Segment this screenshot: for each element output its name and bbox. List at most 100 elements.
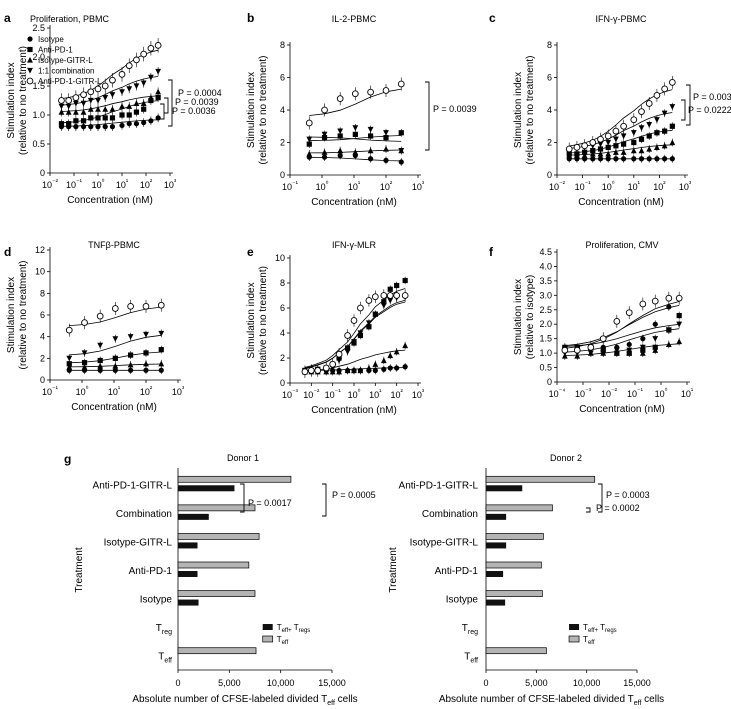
data-point (155, 88, 162, 95)
legend-swatch (262, 624, 273, 630)
data-point (143, 331, 149, 338)
fit-line-3 (564, 328, 680, 353)
data-point (81, 350, 88, 357)
data-point (88, 115, 94, 121)
data-point (351, 367, 357, 374)
data-point (654, 156, 660, 162)
data-point (372, 361, 379, 367)
panel-title: Proliferation, PBMC (30, 14, 110, 24)
data-point (626, 347, 633, 354)
legend-label: Anti-PD-1-GITR-L (38, 77, 102, 86)
data-point (357, 330, 364, 337)
data-point (127, 334, 134, 340)
panel-title: Donor 2 (550, 453, 582, 463)
x-tick-label: 0 (483, 678, 488, 688)
x-tick-label: 10⁻¹ (282, 181, 299, 192)
data-point (158, 347, 164, 353)
data-point (109, 106, 116, 112)
y-tick-label: 12 (35, 245, 45, 255)
data-point (95, 124, 101, 130)
p-value-annotation: P = 0.0032 (693, 92, 731, 102)
data-point (638, 125, 645, 131)
data-point (65, 326, 73, 334)
bar-teff-tregs (486, 485, 523, 492)
data-point (97, 362, 104, 369)
category-label: Treg (156, 623, 172, 636)
data-point (158, 367, 164, 373)
data-point (380, 357, 387, 364)
data-point (387, 365, 393, 371)
data-point (383, 145, 389, 152)
data-point (97, 367, 103, 373)
bar-teff-tregs (486, 513, 507, 520)
data-point (654, 117, 660, 123)
data-point (158, 330, 165, 337)
y-tick-label: 4 (40, 332, 45, 342)
data-point (73, 109, 79, 115)
data-point (305, 119, 313, 127)
data-point (126, 121, 132, 127)
x-tick-label: 10⁰ (602, 180, 615, 192)
data-point (306, 136, 313, 143)
bar-teff-tregs (178, 599, 199, 606)
significance-bracket (322, 483, 327, 517)
bar-teff (485, 533, 544, 540)
bar-teff-tregs (486, 542, 507, 549)
category-label: Teff (464, 652, 478, 665)
data-point (102, 106, 109, 112)
data-point (653, 92, 661, 99)
data-point (352, 149, 359, 155)
data-point (155, 115, 161, 121)
category-label: Anti-PD-1-GITR-L (93, 480, 173, 491)
data-point (662, 128, 668, 134)
y-tick-label: 1.0 (539, 348, 552, 358)
data-point (397, 80, 405, 88)
y-tick-label: 6 (547, 73, 552, 83)
bar-teff (485, 504, 553, 512)
data-point (638, 147, 645, 154)
legend-label: Anti-PD-1 (38, 46, 73, 55)
data-point (147, 94, 154, 101)
legend-label: 1:1 combination (38, 67, 94, 76)
fit-line-0 (564, 305, 680, 347)
panel-label: b (247, 11, 254, 25)
legend-label: Teff (583, 635, 595, 646)
bar-teff (485, 561, 542, 569)
data-point (640, 336, 646, 342)
data-point (329, 360, 337, 368)
data-point (367, 147, 374, 154)
data-point (133, 109, 140, 115)
x-tick-label: 10¹ (681, 388, 694, 399)
data-point (621, 141, 627, 147)
data-point (95, 106, 101, 112)
legend-marker (27, 36, 33, 42)
data-point (638, 108, 645, 115)
x-tick-label: 10² (380, 181, 393, 192)
data-point (381, 366, 387, 372)
data-point (639, 300, 647, 308)
panel-title: Donor 1 (227, 453, 259, 463)
data-point (127, 367, 134, 373)
data-point (398, 159, 404, 165)
legend-label: Teff+ Tregs (583, 623, 617, 634)
x-tick-label: 10⁻² (549, 181, 566, 192)
data-point (101, 82, 109, 90)
significance-bracket (686, 84, 691, 126)
data-point (651, 297, 659, 305)
category-label: Treg (462, 623, 478, 636)
panel-title: IFN-γ-PBMC (596, 14, 647, 24)
y-tick-label: 10 (275, 253, 285, 263)
data-point (367, 133, 374, 139)
bar-teff-tregs (486, 599, 506, 606)
data-point (605, 156, 611, 162)
data-point (581, 152, 588, 159)
data-point (336, 368, 342, 375)
legend-label: Teff+ Tregs (277, 623, 311, 634)
data-point (80, 100, 87, 107)
y-tick-label: 8 (280, 278, 285, 288)
data-point (665, 294, 673, 302)
x-tick-label: 10⁰ (92, 178, 105, 190)
data-point (154, 42, 162, 49)
data-point (126, 86, 133, 92)
y-tick-label: 10 (35, 267, 45, 277)
